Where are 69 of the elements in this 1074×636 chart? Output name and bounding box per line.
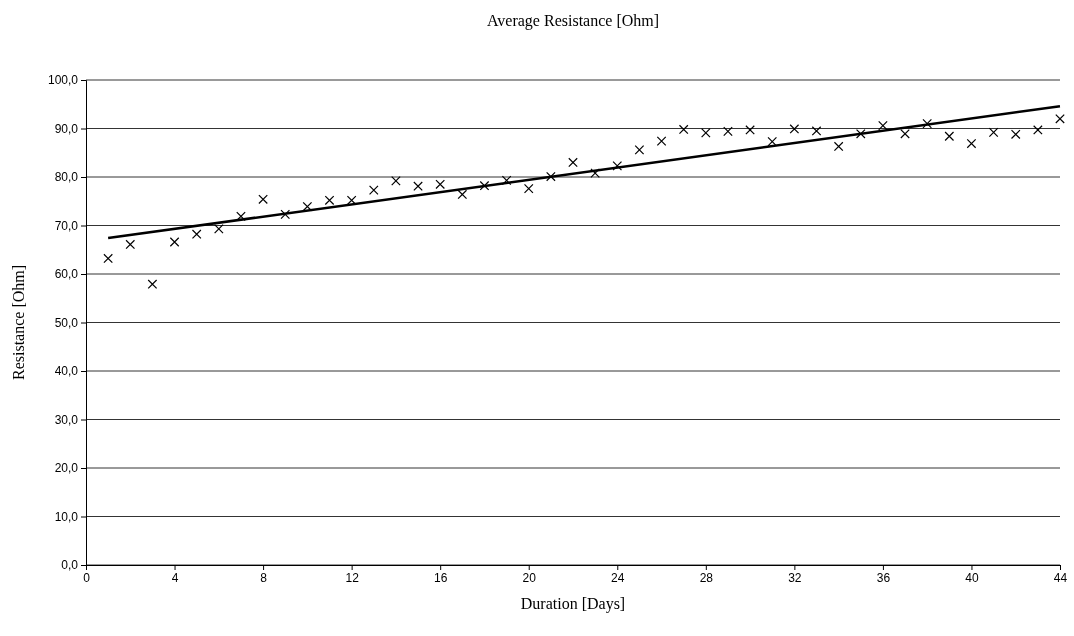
point <box>811 126 822 136</box>
point <box>391 176 401 186</box>
point <box>258 194 268 205</box>
point <box>435 179 445 190</box>
x-tick-label: 28 <box>699 570 714 585</box>
y-tick-label: 20,0 <box>54 461 79 476</box>
point <box>634 145 645 155</box>
point <box>590 168 600 178</box>
point <box>103 253 113 264</box>
y-tick-label: 30,0 <box>54 412 79 427</box>
x-tick-label: 8 <box>260 570 268 585</box>
point <box>568 157 578 168</box>
point <box>701 128 711 138</box>
point <box>125 239 136 250</box>
y-tick-label: 60,0 <box>54 267 79 282</box>
point <box>944 131 955 142</box>
point <box>302 201 313 212</box>
y-tick-label: 50,0 <box>54 315 79 330</box>
point <box>922 118 932 129</box>
y-tick-label: 10,0 <box>54 509 79 524</box>
point <box>855 129 866 139</box>
x-tick-label: 40 <box>965 570 979 585</box>
x-tick-label: 36 <box>876 570 891 585</box>
x-tick-label: 20 <box>522 570 537 585</box>
point <box>745 125 755 135</box>
chart-title: Average Resistance [Ohm] <box>486 12 660 30</box>
point <box>966 138 977 149</box>
point <box>900 129 910 139</box>
point <box>413 181 423 192</box>
y-tick-label: 90,0 <box>54 121 79 136</box>
y-tick-label: 100,0 <box>47 73 79 88</box>
point <box>988 127 999 138</box>
y-axis-title: Resistance [Ohm] <box>10 264 27 381</box>
point <box>833 141 844 152</box>
point <box>656 136 667 146</box>
x-tick-label: 16 <box>434 570 448 585</box>
x-tick-label: 12 <box>345 570 360 585</box>
point <box>501 175 512 186</box>
y-tick-label: 80,0 <box>54 170 79 185</box>
point <box>1033 125 1043 135</box>
y-tick-label: 40,0 <box>54 364 79 379</box>
point <box>612 161 623 171</box>
x-tick-label: 24 <box>611 570 625 585</box>
point <box>523 183 534 194</box>
x-tick-label: 0 <box>83 570 91 585</box>
point <box>324 195 335 206</box>
point <box>479 180 490 191</box>
point <box>280 209 291 220</box>
point <box>678 124 689 135</box>
point <box>789 124 800 134</box>
point <box>1055 113 1065 124</box>
point <box>169 237 180 247</box>
x-tick-label: 4 <box>171 570 179 585</box>
point <box>767 136 778 147</box>
y-tick-label: 70,0 <box>54 218 79 233</box>
point <box>1010 129 1021 140</box>
y-tick-label: 0,0 <box>61 558 79 573</box>
x-tick-label: 44 <box>1053 570 1068 585</box>
point <box>236 211 246 222</box>
x-tick-label: 32 <box>788 570 802 585</box>
point <box>546 171 556 182</box>
point <box>368 185 379 195</box>
point <box>723 126 733 137</box>
point <box>191 229 202 240</box>
point <box>147 279 158 289</box>
x-axis-title: Duration [Days] <box>520 595 626 613</box>
point <box>878 120 888 131</box>
point <box>457 189 468 200</box>
point <box>214 224 224 234</box>
